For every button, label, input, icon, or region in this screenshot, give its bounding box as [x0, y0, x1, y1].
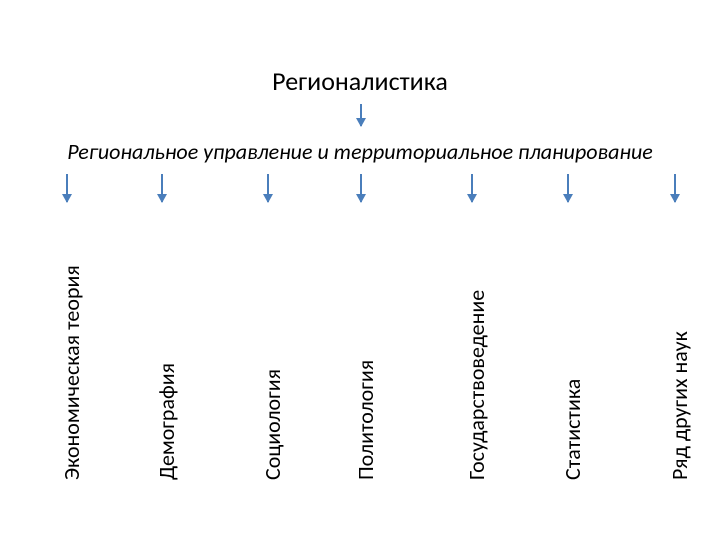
branch-arrow	[567, 174, 569, 202]
branch-arrow	[471, 174, 473, 202]
branch-label: Статистика	[559, 379, 586, 480]
branch-label: Демография	[153, 363, 180, 480]
branch-arrow	[674, 174, 676, 202]
diagram-title: Регионалистика	[0, 65, 720, 97]
top-arrow	[360, 104, 362, 126]
branch-label: Экономическая теория	[58, 265, 85, 480]
branch-label: Социология	[259, 369, 286, 480]
branch-label: Политология	[352, 360, 379, 480]
branch-arrow	[360, 174, 362, 202]
branch-label: Ряд других наук	[666, 331, 693, 480]
branch-arrow	[161, 174, 163, 202]
branch-arrow	[267, 174, 269, 202]
branch-arrow	[66, 174, 68, 202]
branch-label: Государствоведение	[463, 290, 490, 480]
diagram-subtitle: Региональное управление и территориально…	[0, 138, 720, 165]
